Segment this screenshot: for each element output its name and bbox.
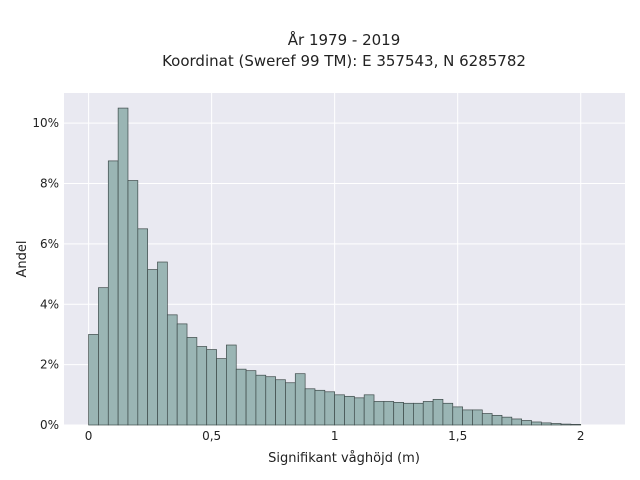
histogram-bar: [383, 401, 395, 426]
y-tick-label: 6%: [40, 237, 59, 251]
histogram-bar: [353, 397, 365, 426]
histogram-bar: [481, 413, 493, 426]
histogram-bar: [304, 388, 316, 426]
histogram-bar: [314, 389, 326, 426]
histogram-bar: [432, 398, 444, 426]
histogram-bar: [462, 409, 473, 426]
x-tick-label: 2: [577, 429, 585, 443]
histogram-bar: [226, 344, 237, 426]
histogram-bar: [324, 391, 336, 426]
chart-title-line-2: Koordinat (Sweref 99 TM): E 357543, N 62…: [162, 52, 526, 70]
y-tick-label: 0%: [40, 418, 59, 432]
y-tick-label: 10%: [32, 116, 59, 130]
histogram-bar: [117, 107, 129, 426]
histogram-bar: [403, 402, 414, 426]
y-tick-label: 2%: [40, 358, 59, 372]
y-tick-label: 4%: [40, 297, 59, 311]
histogram-bar: [147, 269, 158, 426]
histogram-bar: [452, 406, 463, 426]
histogram-bar: [373, 401, 385, 426]
chart-title-line-1: År 1979 - 2019: [288, 30, 401, 49]
histogram-bar: [98, 287, 109, 426]
histogram-bar: [511, 418, 523, 426]
histogram-bar: [265, 376, 276, 426]
histogram-bar: [413, 402, 424, 426]
x-tick-label: 0,5: [202, 429, 221, 443]
histogram-bar: [334, 394, 345, 426]
x-tick-label: 1,5: [448, 429, 467, 443]
y-tick-labels: 0% 2% 4% 6% 8% 10%: [32, 116, 59, 432]
histogram-bar: [196, 346, 208, 426]
x-axis-label: Signifikant våghöjd (m): [268, 451, 420, 466]
histogram-bar: [521, 420, 532, 426]
histogram-bars: [88, 107, 582, 426]
histogram-bar: [216, 358, 227, 426]
histogram-bar: [235, 368, 247, 426]
histogram-bar: [245, 370, 257, 426]
histogram-bar: [491, 414, 503, 426]
histogram-bar: [344, 395, 355, 426]
histogram-bar: [186, 337, 198, 426]
histogram-bar: [127, 180, 139, 426]
x-tick-label: 1: [331, 429, 339, 443]
histogram-bar: [393, 402, 404, 426]
histogram-bar: [501, 416, 513, 426]
histogram-bar: [285, 382, 296, 426]
histogram-bar: [88, 334, 99, 426]
y-tick-label: 8%: [40, 177, 59, 191]
histogram-bar: [570, 424, 582, 426]
histogram-bar: [176, 323, 188, 426]
histogram-bar: [137, 228, 149, 426]
histogram-bar: [560, 423, 572, 426]
histogram-bar: [472, 409, 483, 426]
histogram-bar: [540, 422, 552, 426]
histogram-bar: [422, 401, 434, 426]
histogram-bar: [550, 423, 562, 426]
histogram-bar: [294, 373, 306, 426]
histogram-bar: [531, 421, 542, 426]
histogram-bar: [275, 379, 286, 426]
y-axis-label: Andel: [15, 241, 30, 278]
histogram-bar: [363, 394, 375, 426]
histogram-bar: [107, 160, 119, 426]
histogram-bar: [157, 261, 168, 426]
histogram-bar: [255, 374, 267, 426]
x-tick-label: 0: [85, 429, 93, 443]
histogram-bar: [442, 402, 454, 426]
x-tick-labels: 0 0,5 1 1,5 2: [85, 429, 585, 443]
histogram-bar: [206, 349, 217, 426]
histogram-bar: [166, 314, 178, 426]
